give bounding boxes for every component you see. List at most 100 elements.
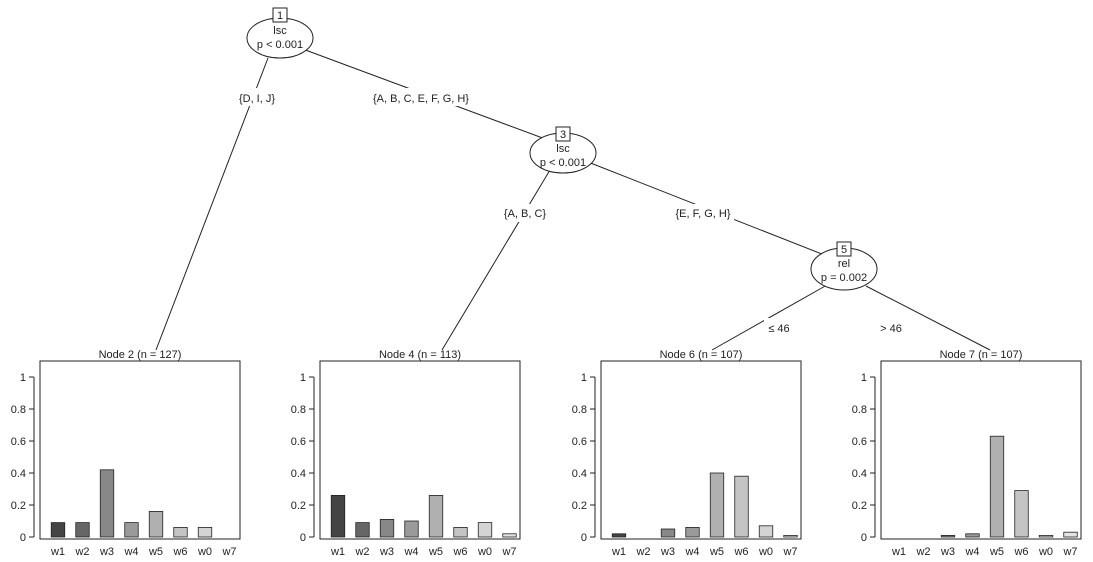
bar-w3 bbox=[379, 519, 395, 538]
x-tick-label-w0: w0 bbox=[758, 546, 773, 558]
bar-w2 bbox=[75, 522, 90, 538]
inner-node-1: 1 lsc p < 0.001 bbox=[246, 7, 314, 59]
bar-w0 bbox=[197, 527, 213, 538]
edge-label-1-3: {A, B, C, E, F, G, H} bbox=[373, 93, 469, 105]
x-tick-label-w2: w2 bbox=[635, 546, 650, 558]
y-tick-label: 0.4 bbox=[11, 468, 26, 480]
y-tick-label: 0.4 bbox=[572, 468, 587, 480]
y-tick-label: 0.2 bbox=[11, 500, 26, 512]
panel-title: Node 4 (n = 113) bbox=[379, 349, 461, 361]
node-id-1: 1 bbox=[277, 10, 283, 22]
bar-w0 bbox=[758, 525, 774, 538]
inner-node-3: 3 lsc p < 0.001 bbox=[529, 126, 597, 174]
x-tick-label-w1: w1 bbox=[50, 546, 65, 558]
x-tick-label-w0: w0 bbox=[197, 546, 212, 558]
y-tick-label: 0.6 bbox=[852, 436, 867, 448]
terminal-node-panels: Node 2 (n = 127) 0 0.2 0.4 0.6 0.8 1 w1 w2 w3 w4 w5… bbox=[11, 349, 1082, 558]
edge-label-1-2: {D, I, J} bbox=[239, 93, 275, 105]
node-id-box-3 bbox=[555, 126, 571, 142]
edge-1-2 bbox=[155, 57, 269, 351]
bar-w2 bbox=[355, 522, 370, 538]
edge-5-6 bbox=[711, 284, 828, 351]
y-tick-label: 0 bbox=[300, 532, 306, 544]
node-id-box-5 bbox=[836, 241, 852, 257]
x-tick-label-w4: w4 bbox=[684, 546, 699, 558]
x-tick-label-w4: w4 bbox=[964, 546, 979, 558]
y-tick-label: 0.6 bbox=[291, 436, 306, 448]
bar-w7 bbox=[1063, 531, 1078, 538]
bar-w0 bbox=[477, 522, 493, 538]
bar-w3 bbox=[99, 469, 115, 538]
bar-w6 bbox=[453, 527, 468, 538]
x-tick-label-w6: w6 bbox=[1013, 546, 1028, 558]
bar-w3 bbox=[660, 528, 676, 538]
x-tick-label-w2: w2 bbox=[74, 546, 89, 558]
edge-label-5-6: ≤ 46 bbox=[768, 323, 789, 335]
plot-frame bbox=[319, 360, 521, 540]
x-tick-label-w3: w3 bbox=[379, 546, 394, 558]
x-tick-label-w2: w2 bbox=[354, 546, 369, 558]
y-tick-label: 0.6 bbox=[572, 436, 587, 448]
tree-edge-labels: {D, I, J} {A, B, C, E, F, G, H} {A, B, C… bbox=[230, 88, 906, 336]
y-tick-label: 1 bbox=[20, 372, 26, 384]
terminal-node-6: Node 7 (n = 107) 0 0.2 0.4 0.6 0.8 1 w1 w2 w3 w4 w5… bbox=[852, 349, 1082, 558]
y-tick-label: 1 bbox=[581, 372, 587, 384]
bar-w5 bbox=[709, 472, 725, 538]
x-tick-label-w5: w5 bbox=[428, 546, 443, 558]
edge-label-3-5: {E, F, G, H} bbox=[675, 208, 730, 220]
edge-3-4 bbox=[441, 169, 551, 351]
bar-w7 bbox=[502, 533, 517, 538]
x-tick-label-w4: w4 bbox=[403, 546, 418, 558]
y-tick-label: 0.8 bbox=[291, 404, 306, 416]
x-tick-label-w6: w6 bbox=[172, 546, 187, 558]
plot-frame bbox=[880, 360, 1082, 540]
terminal-node-5: Node 6 (n = 107) 0 0.2 0.4 0.6 0.8 1 w1 w2 w3 w4 w5… bbox=[572, 349, 802, 558]
bar-w4 bbox=[685, 527, 700, 538]
bar-w1 bbox=[330, 494, 346, 538]
bar-w0 bbox=[1038, 535, 1054, 538]
x-tick-label-w6: w6 bbox=[452, 546, 467, 558]
y-tick-label: 1 bbox=[861, 372, 867, 384]
x-tick-label-w0: w0 bbox=[1038, 546, 1053, 558]
edge-label-5-7: > 46 bbox=[880, 323, 902, 335]
terminal-node-4: Node 4 (n = 113) 0 0.2 0.4 0.6 0.8 1 w1 w2 w3 w4 w5… bbox=[291, 349, 521, 558]
x-tick-label-w1: w1 bbox=[330, 546, 345, 558]
y-tick-label: 0 bbox=[861, 532, 867, 544]
bar-w6 bbox=[734, 475, 749, 538]
tree-edges bbox=[155, 47, 991, 351]
edge-label-3-4: {A, B, C} bbox=[504, 208, 547, 220]
bar-w1 bbox=[50, 522, 66, 538]
panel-title: Node 6 (n = 107) bbox=[660, 349, 743, 361]
node-id-3: 3 bbox=[560, 129, 566, 141]
x-tick-label-w1: w1 bbox=[611, 546, 626, 558]
x-tick-label-w7: w7 bbox=[1062, 546, 1077, 558]
bar-w6 bbox=[1014, 490, 1029, 538]
bar-w1 bbox=[611, 533, 627, 538]
y-tick-label: 0.4 bbox=[291, 468, 306, 480]
x-tick-label-w7: w7 bbox=[501, 546, 516, 558]
x-tick-label-w3: w3 bbox=[940, 546, 955, 558]
inner-node-5: 5 rel p = 0.002 bbox=[810, 241, 878, 291]
x-tick-label-w7: w7 bbox=[782, 546, 797, 558]
node-variable-3: lsc bbox=[556, 143, 570, 155]
y-tick-label: 0.2 bbox=[572, 500, 587, 512]
bar-w3 bbox=[940, 535, 956, 538]
x-tick-label-w3: w3 bbox=[99, 546, 114, 558]
x-tick-label-w6: w6 bbox=[733, 546, 748, 558]
bar-w7 bbox=[783, 535, 798, 538]
y-tick-label: 0 bbox=[20, 532, 26, 544]
y-tick-label: 0.8 bbox=[11, 404, 26, 416]
x-tick-label-w0: w0 bbox=[477, 546, 492, 558]
y-tick-label: 0.8 bbox=[572, 404, 587, 416]
y-tick-label: 0.2 bbox=[852, 500, 867, 512]
bar-w5 bbox=[148, 510, 164, 538]
panel-title: Node 2 (n = 127) bbox=[99, 349, 182, 361]
x-tick-label-w5: w5 bbox=[148, 546, 163, 558]
plot-frame bbox=[39, 360, 241, 540]
y-tick-label: 0.4 bbox=[852, 468, 867, 480]
x-tick-label-w5: w5 bbox=[709, 546, 724, 558]
bar-w5 bbox=[989, 435, 1005, 538]
bar-w4 bbox=[965, 533, 980, 538]
y-tick-label: 1 bbox=[300, 372, 306, 384]
